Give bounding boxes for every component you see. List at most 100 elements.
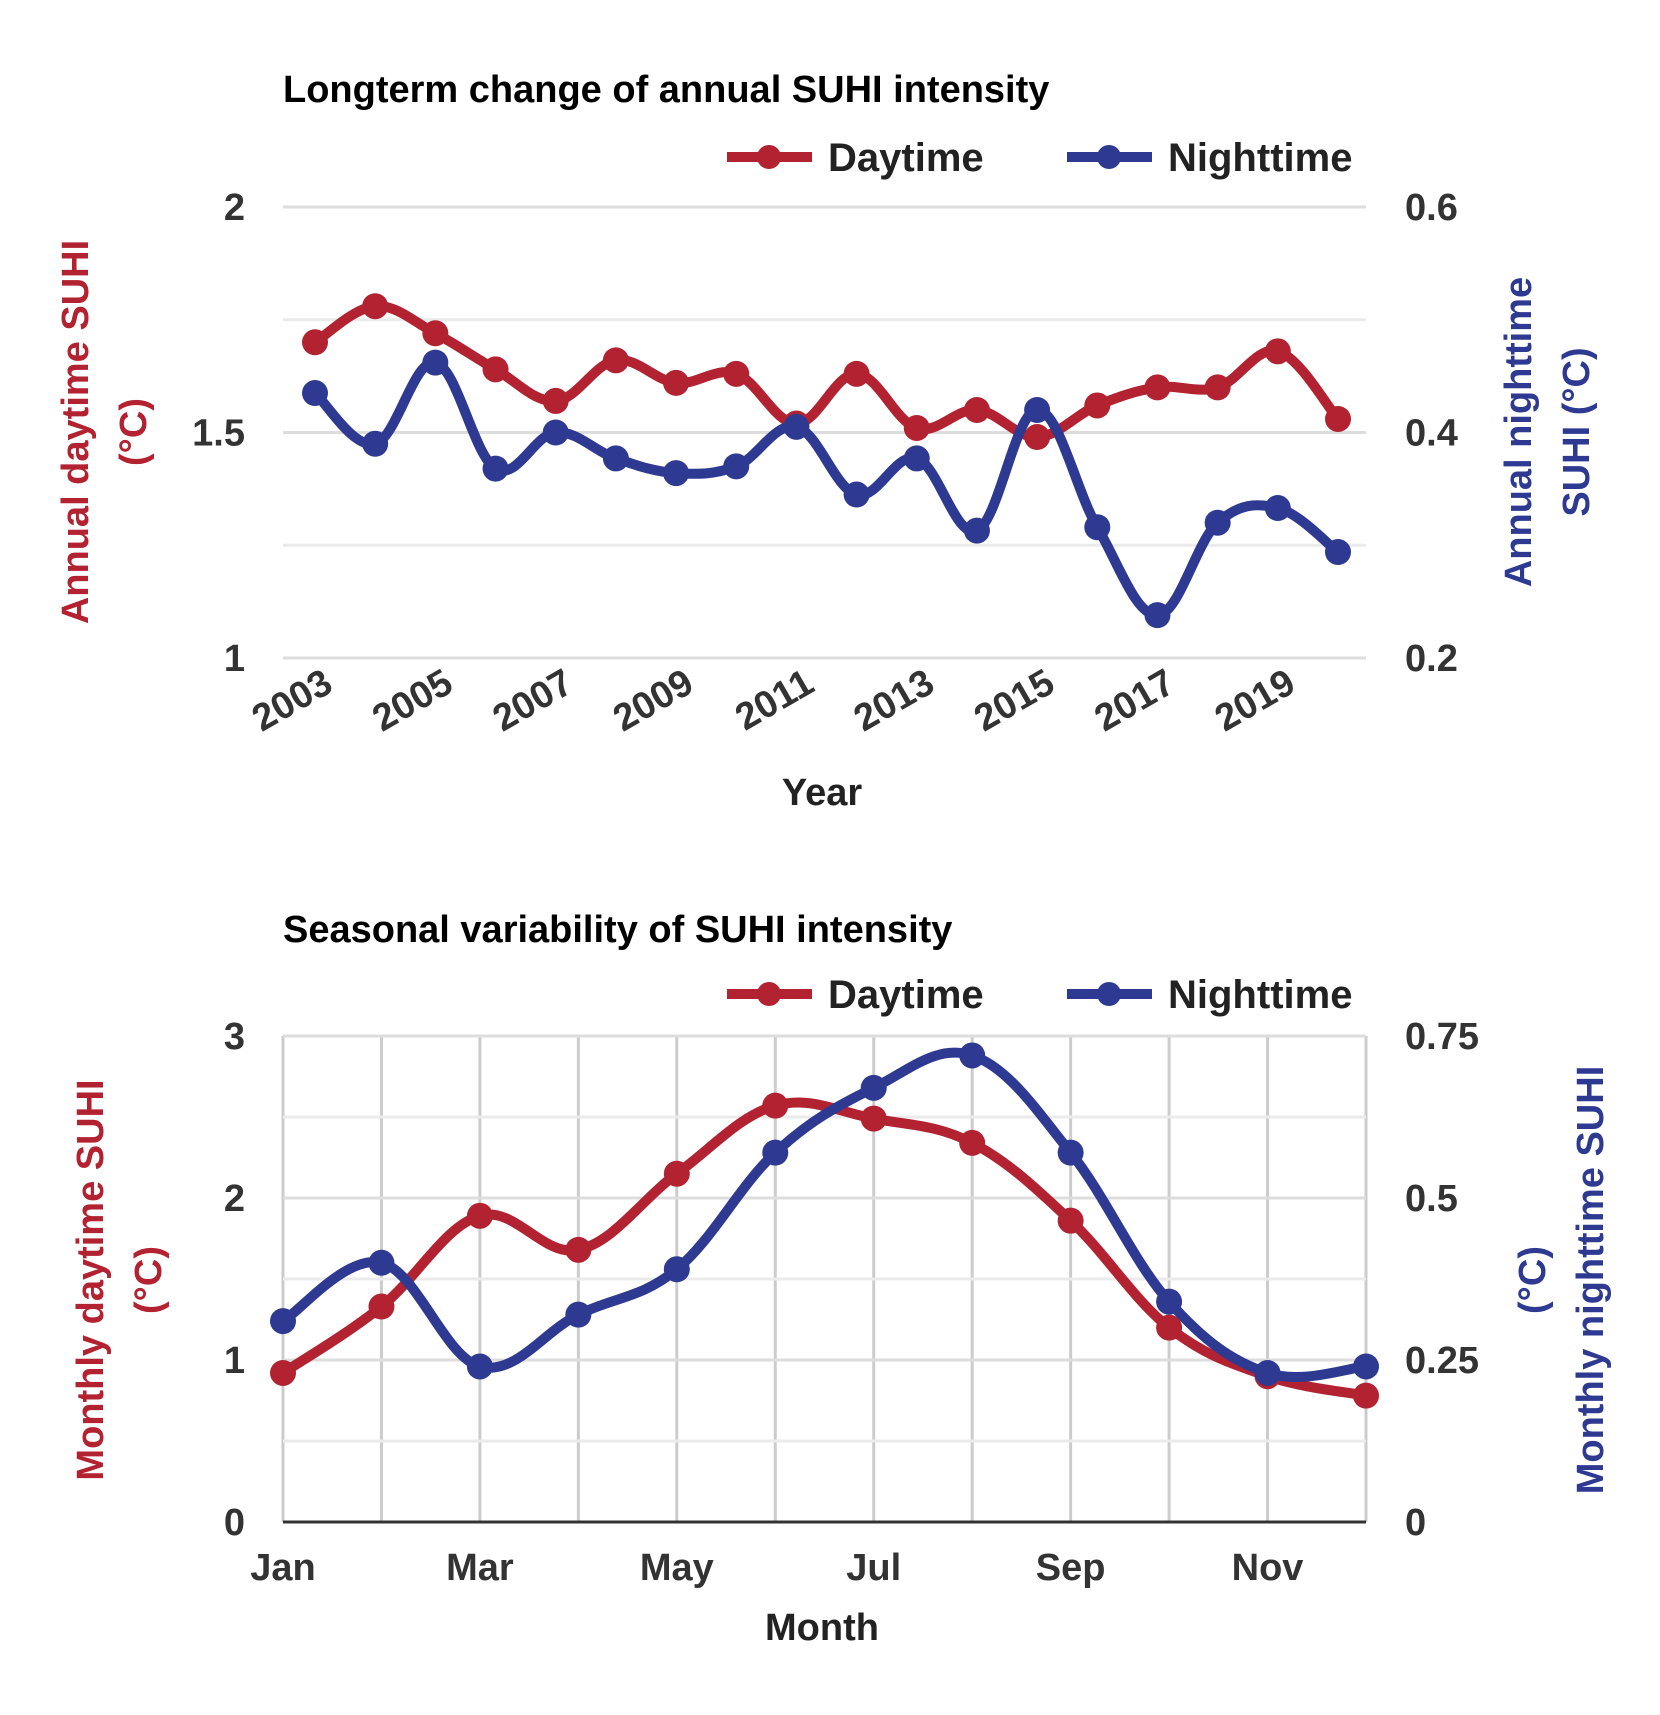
data-point-nighttime (843, 481, 870, 508)
data-point-daytime (1144, 374, 1171, 401)
chart2-right-axis-title-line2: Monthly nighttime SUHI (1570, 1066, 1612, 1495)
data-point-daytime (663, 1160, 690, 1187)
data-point-nighttime (466, 1353, 493, 1380)
x-tick-label: Mar (446, 1547, 514, 1589)
x-tick-label: 2019 (1208, 661, 1302, 740)
chart2-series (270, 1042, 1379, 1409)
legend-daytime-marker (757, 982, 781, 1006)
y-left-tick-label: 1 (224, 1340, 245, 1382)
data-point-daytime (723, 360, 750, 387)
data-point-daytime (1156, 1314, 1183, 1341)
data-point-nighttime (663, 460, 690, 487)
y-right-tick-label: 0.5 (1405, 1178, 1458, 1220)
y-left-tick-label: 2 (224, 187, 245, 229)
y-right-tick-label: 0 (1405, 1502, 1426, 1544)
chart1-x-ticks: 2003 2005 2007 2009 2011 2013 2015 2017 2019 (245, 661, 1302, 740)
data-point-nighttime (963, 517, 990, 544)
chart1-left-axis-title-line2: (°C) (113, 398, 155, 466)
data-point-nighttime (362, 430, 389, 457)
data-point-daytime (1325, 405, 1351, 432)
data-point-nighttime (422, 349, 449, 376)
data-point-nighttime (602, 445, 629, 472)
y-left-tick-label: 1 (224, 638, 245, 680)
y-right-tick-label: 0.75 (1405, 1016, 1479, 1058)
data-point-nighttime (270, 1308, 296, 1335)
data-point-nighttime (1057, 1139, 1084, 1166)
data-point-nighttime (1024, 396, 1051, 423)
y-right-tick-label: 0.6 (1405, 187, 1458, 229)
data-point-nighttime (542, 419, 569, 446)
data-point-daytime (903, 414, 930, 441)
data-point-nighttime (860, 1074, 887, 1101)
legend-daytime-label: Daytime (828, 136, 984, 180)
chart1-right-axis-title-line1: Annual nighttime (1498, 277, 1540, 587)
data-point-nighttime (903, 445, 930, 472)
data-point-nighttime (762, 1139, 789, 1166)
data-point-daytime (565, 1236, 592, 1263)
chart2-title: Seasonal variability of SUHI intensity (283, 909, 952, 951)
data-point-nighttime (1254, 1359, 1281, 1386)
y-right-tick-label: 0.25 (1405, 1340, 1479, 1382)
chart1-legend: Daytime Nighttime (727, 136, 1352, 180)
data-point-daytime (542, 387, 569, 414)
data-point-daytime (1024, 424, 1051, 451)
data-point-daytime (362, 293, 389, 320)
data-point-nighttime (368, 1249, 395, 1276)
y-left-tick-label: 2 (224, 1178, 245, 1220)
x-tick-label: May (640, 1547, 714, 1589)
data-point-nighttime (1264, 495, 1291, 522)
x-tick-label: 2003 (245, 661, 339, 740)
data-point-daytime (1264, 338, 1291, 365)
x-tick-label: Nov (1232, 1547, 1304, 1589)
data-point-nighttime (723, 453, 750, 480)
data-point-nighttime (1084, 514, 1111, 541)
chart1-gridlines (283, 205, 1366, 660)
x-tick-label: 2007 (486, 661, 580, 740)
x-tick-label: 2015 (967, 661, 1061, 740)
annual-chart: Longterm change of annual SUHI intensity… (55, 69, 1598, 814)
chart1-right-axis-title-line2: SUHI (°C) (1556, 347, 1598, 516)
data-point-nighttime (565, 1301, 592, 1328)
data-point-daytime (1204, 374, 1231, 401)
x-tick-label: Sep (1036, 1547, 1106, 1589)
legend-nighttime-marker (1097, 145, 1121, 169)
chart1-left-axis-title-line1: Annual daytime SUHI (55, 240, 97, 624)
data-point-daytime (368, 1293, 395, 1320)
legend-daytime-label: Daytime (828, 973, 984, 1017)
y-left-tick-label: 0 (224, 1502, 245, 1544)
data-point-daytime (663, 369, 690, 396)
x-tick-label: 2017 (1088, 661, 1182, 740)
y-left-tick-label: 1.5 (192, 413, 245, 455)
data-point-daytime (482, 356, 509, 383)
data-point-nighttime (1204, 509, 1231, 536)
data-point-daytime (1084, 392, 1111, 419)
chart1-series (302, 293, 1351, 629)
legend-nighttime-label: Nighttime (1168, 136, 1352, 180)
chart2-right-y-ticks: 0 0.25 0.5 0.75 (1405, 1016, 1479, 1544)
chart1-left-y-ticks: 11.52 (192, 187, 245, 680)
legend-nighttime-marker (1097, 982, 1121, 1006)
data-point-nighttime (1325, 539, 1351, 566)
data-point-nighttime (482, 455, 509, 482)
chart2-gridlines (281, 1034, 1368, 1524)
x-tick-label: 2005 (366, 661, 460, 740)
x-tick-label: Jan (250, 1547, 315, 1589)
y-left-tick-label: 3 (224, 1016, 245, 1058)
data-point-nighttime (959, 1042, 986, 1069)
data-point-nighttime (1353, 1353, 1379, 1380)
data-point-nighttime (663, 1256, 690, 1283)
chart2-left-y-ticks: 0 1 2 3 (224, 1016, 245, 1544)
chart2-x-ticks: Jan Mar May Jul Sep Nov (250, 1547, 1303, 1589)
legend-nighttime-label: Nighttime (1168, 973, 1352, 1017)
chart1-right-y-ticks: 0.2 0.4 0.6 (1405, 187, 1458, 680)
y-right-tick-label: 0.2 (1405, 638, 1458, 680)
data-point-daytime (602, 347, 629, 374)
data-point-daytime (270, 1359, 296, 1386)
data-point-daytime (466, 1202, 493, 1229)
chart2-legend: Daytime Nighttime (727, 973, 1352, 1017)
series-line-daytime (278, 1097, 1371, 1401)
data-point-nighttime (302, 380, 328, 407)
chart2-right-axis-title-line1: (°C) (1512, 1246, 1554, 1314)
x-tick-label: 2013 (847, 661, 941, 740)
